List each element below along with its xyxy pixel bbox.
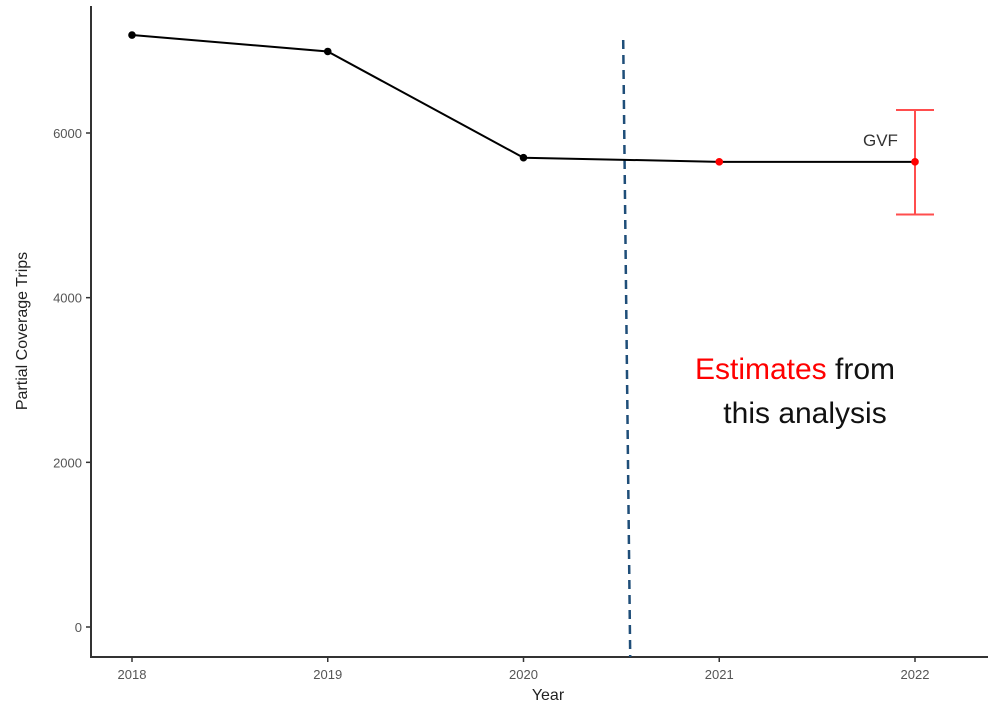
annotation-line2: this analysis [723,397,886,430]
x-axis-title: Year [532,687,565,704]
data-point [323,47,332,56]
series-line [131,34,915,163]
y-axis-title: Partial Coverage Trips [14,252,31,410]
estimate-point [715,158,724,166]
x-tick-label: 2018 [118,667,147,682]
points-layer [128,31,919,166]
estimate-point [911,158,919,166]
x-tick-label: 2019 [313,667,342,682]
ticks: 2018 2019 2020 2021 2022 0 2000 4000 6000 [53,126,929,682]
divider-layer [621,39,632,658]
series-layer [131,34,915,163]
annotation: Estimates from this analysis [695,353,895,430]
y-tick-label: 2000 [53,455,82,470]
y-tick-label: 0 [75,620,82,635]
axes [90,6,988,658]
x-tick-label: 2021 [705,667,734,682]
y-tick-label: 4000 [53,291,82,306]
data-point [128,31,136,39]
y-tick-label: 6000 [53,126,82,141]
x-tick-label: 2022 [901,667,930,682]
data-point [519,153,528,162]
x-tick-label: 2020 [509,667,538,682]
annotation-rest: from [827,353,895,386]
annotation-highlight: Estimates [695,353,827,386]
divider-line [621,39,632,658]
error-bar-label: GVF [863,131,898,150]
svg-text:Estimates from: Estimates from [695,353,895,386]
